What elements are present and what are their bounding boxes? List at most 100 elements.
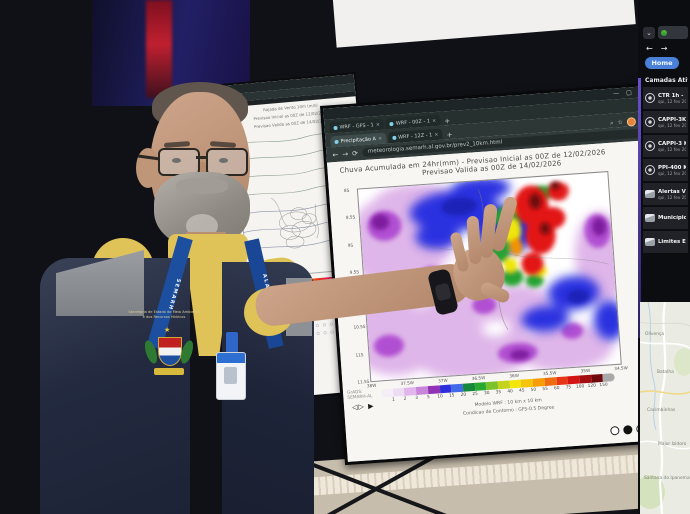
layer-item[interactable]: Limites Est [643,231,688,253]
layer-date: qui, 12 fev 20 [658,122,686,128]
alagoas-coat-of-arms: ★ [142,326,196,382]
mustache [176,178,228,194]
layer-item[interactable]: CAPPI-3K0qui, 12 fev 20 [643,111,688,133]
layer-date: qui, 12 fev 20 [658,194,686,200]
axis-tick-label: 11S [355,351,364,358]
colorbar-label: 5 [426,395,430,401]
layer-label: CAPPI-3 K [658,140,686,147]
maximize-icon[interactable]: ▢ [625,88,633,97]
colorbar-label: 150 [599,382,608,389]
layer-label: CTR 1h - [658,92,684,99]
tab-close-icon[interactable]: × [431,117,437,124]
colorbar-segment: 120 [588,373,604,389]
layer-item[interactable]: Municípios [643,207,688,229]
colorbar-label: 50 [530,387,537,393]
tab-favicon-icon [392,135,397,140]
forward-icon[interactable]: → [660,44,668,53]
leaf [178,339,196,365]
neck [186,232,226,268]
precip-map[interactable]: 8S 8.5S 9S 9.5S 10S 10.5S 11S 11.5S 38W 37.5W 37W… [344,171,628,388]
colorbar-segment: 45 [519,378,534,394]
right-strip-monitor: ⌄ ← → Home Camadas Ativas CTR 1h -qui, 1… [638,0,690,514]
carousel-dot[interactable] [623,425,633,435]
carousel-dot[interactable] [610,425,620,436]
axis-tick-label: 10S [351,296,360,303]
tab-close-icon[interactable]: × [434,131,439,138]
map-place-label: Olivença [645,331,665,337]
layer-label: Limites Est [658,239,686,245]
map-place-label: Santana do Ipanema [644,475,690,481]
navy-vest [40,258,190,514]
new-tab-icon[interactable]: + [446,130,453,140]
colorbar-label: 15 [448,393,455,399]
leaf [142,339,160,365]
map-place-label: Cacimbinhas [647,408,676,413]
minimize-icon[interactable]: — [612,89,620,98]
new-tab-icon[interactable]: + [444,116,451,126]
colorbar-segment: 10 [437,384,452,400]
yellow-polo-shirt [92,238,154,300]
layers-panel-title: Camadas Ativas [645,77,688,84]
eye [172,158,181,163]
search-icon[interactable]: ⌕ [609,119,614,127]
home-button[interactable]: Home [645,57,679,69]
reload-icon[interactable]: ⟳ [351,148,359,158]
colorbar-segment: 50 [531,378,545,393]
axis-tick-label: 8S [343,187,350,194]
axis-tick-label: 8.5S [345,214,356,221]
tab-close-icon[interactable]: × [375,121,381,128]
vest-embroidery-text: Secretaria de Estado do Meio Ambiente e … [128,310,200,319]
badge-clip [226,332,238,354]
glasses-temple [137,154,161,161]
tab-close-icon[interactable]: × [377,135,383,142]
colorbar-label: 30 [483,390,490,397]
radar-icon [645,165,655,175]
colorbar-segment: 40 [507,379,522,395]
axis-tick-label: 35.5W [542,370,557,377]
layer-date: qui, 12 fev 20 [658,146,686,152]
grads-credit: GrADS: SEMARH-AL [346,389,373,401]
colorbar-segment: 3 [415,386,429,401]
colorbar-label: 100 [575,384,585,390]
map-labels: Olivença Batalha Cacimbinhas Major Izidoro S… [640,302,690,514]
axis-tick-label: 37.5W [400,380,415,387]
axis-tick-label: 9S [347,242,354,248]
id-badge [216,352,246,400]
colorbar-segment: 1 [392,387,405,403]
browser-tab[interactable] [658,26,688,39]
colorbar-label: 35 [495,390,502,396]
radar-icon [645,93,655,103]
colorbar-segment: 150 [599,373,615,388]
colorbar-segment: 55 [542,377,557,392]
back-icon[interactable]: ← [646,44,653,53]
badge-band [217,353,245,363]
colorbar-label: 10 [437,394,443,400]
map-place-label: Batalha [657,369,674,375]
back-icon[interactable]: ← [332,150,339,159]
axis-tick-label: 10.5S [353,324,366,330]
chevron-down-icon[interactable]: ⌄ [643,26,655,39]
main-monitor: — ▢ ✕ WRF - GFS - 1×WRF - 00Z - 1×+ Prec… [320,82,679,466]
colorbar-label: 55 [542,386,549,393]
screen-edge-glow [638,78,641,338]
layer-item[interactable]: Alertas Vigqui, 12 fev 20 [643,183,688,205]
image-icon [645,238,655,246]
axis-tick-label: 34.5W [614,365,628,372]
red-stripe-graphic [146,0,172,98]
map-place-label: Major Izidoro [658,441,687,447]
colorbar-label: 45 [518,388,525,394]
profile-avatar[interactable] [626,117,637,127]
colorbar-label: 40 [507,389,514,395]
colorbar-label: 1 [391,397,395,403]
municipalities-map[interactable]: Olivença Batalha Cacimbinhas Major Izidoro S… [640,302,690,514]
forward-icon[interactable]: → [342,149,349,159]
star-icon[interactable]: ☆ [617,118,624,127]
layer-item[interactable]: CTR 1h - qui, 12 fev 20 [643,87,688,109]
glasses-bridge [196,156,206,159]
lanyard: SEMARH [146,235,193,350]
layer-label: Municípios [658,215,686,221]
right-browser: ⌄ ← → Home Camadas Ativas CTR 1h -qui, 1… [643,26,688,253]
